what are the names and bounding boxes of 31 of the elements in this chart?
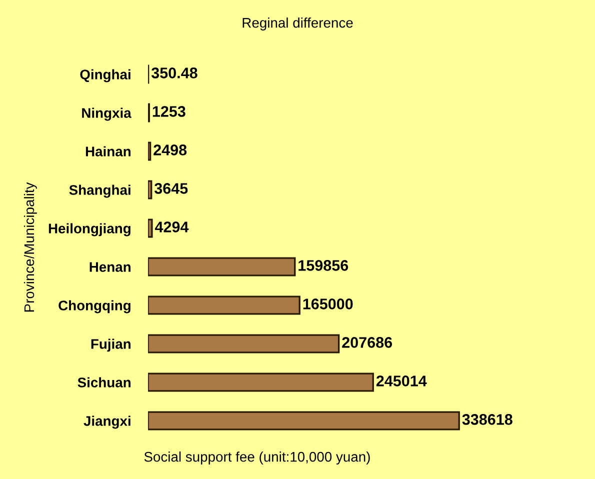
bar — [148, 334, 340, 354]
data-label: 3645 — [154, 183, 188, 194]
data-label: 2498 — [154, 144, 187, 156]
chart-title: Reginal difference — [242, 18, 353, 30]
y-axis-title: Province/Municipality — [24, 182, 37, 312]
data-label: 4294 — [154, 222, 189, 232]
bar — [148, 218, 153, 238]
data-label: 1253 — [152, 106, 186, 117]
data-label: 350.48 — [151, 68, 198, 78]
y-tick-label: Heilongjiang — [48, 223, 130, 236]
y-tick-label: Hainan — [86, 146, 130, 156]
data-label: 338618 — [462, 414, 512, 425]
bar — [148, 372, 374, 392]
x-axis-title: Social support fee (unit:10,000 yuan) — [144, 452, 370, 464]
y-tick-label: Chongqing — [58, 300, 130, 314]
bar — [148, 180, 152, 200]
y-tick-label: Qinghai — [80, 69, 130, 82]
bar — [148, 257, 296, 276]
data-label: 245014 — [376, 376, 427, 386]
bar — [148, 296, 300, 315]
data-label: 159856 — [298, 260, 348, 271]
y-tick-label: Sichuan — [78, 377, 130, 388]
y-tick-label: Ningxia — [82, 108, 132, 121]
y-tick-label: Fujian — [91, 338, 130, 352]
y-tick-label: Jiangxi — [84, 416, 130, 429]
data-label: 207686 — [342, 337, 392, 348]
y-tick-label: Henan — [90, 262, 130, 272]
bar — [148, 411, 460, 430]
data-label: 165000 — [303, 298, 353, 310]
bar — [148, 142, 152, 161]
y-tick-label: Shanghai — [69, 184, 130, 198]
